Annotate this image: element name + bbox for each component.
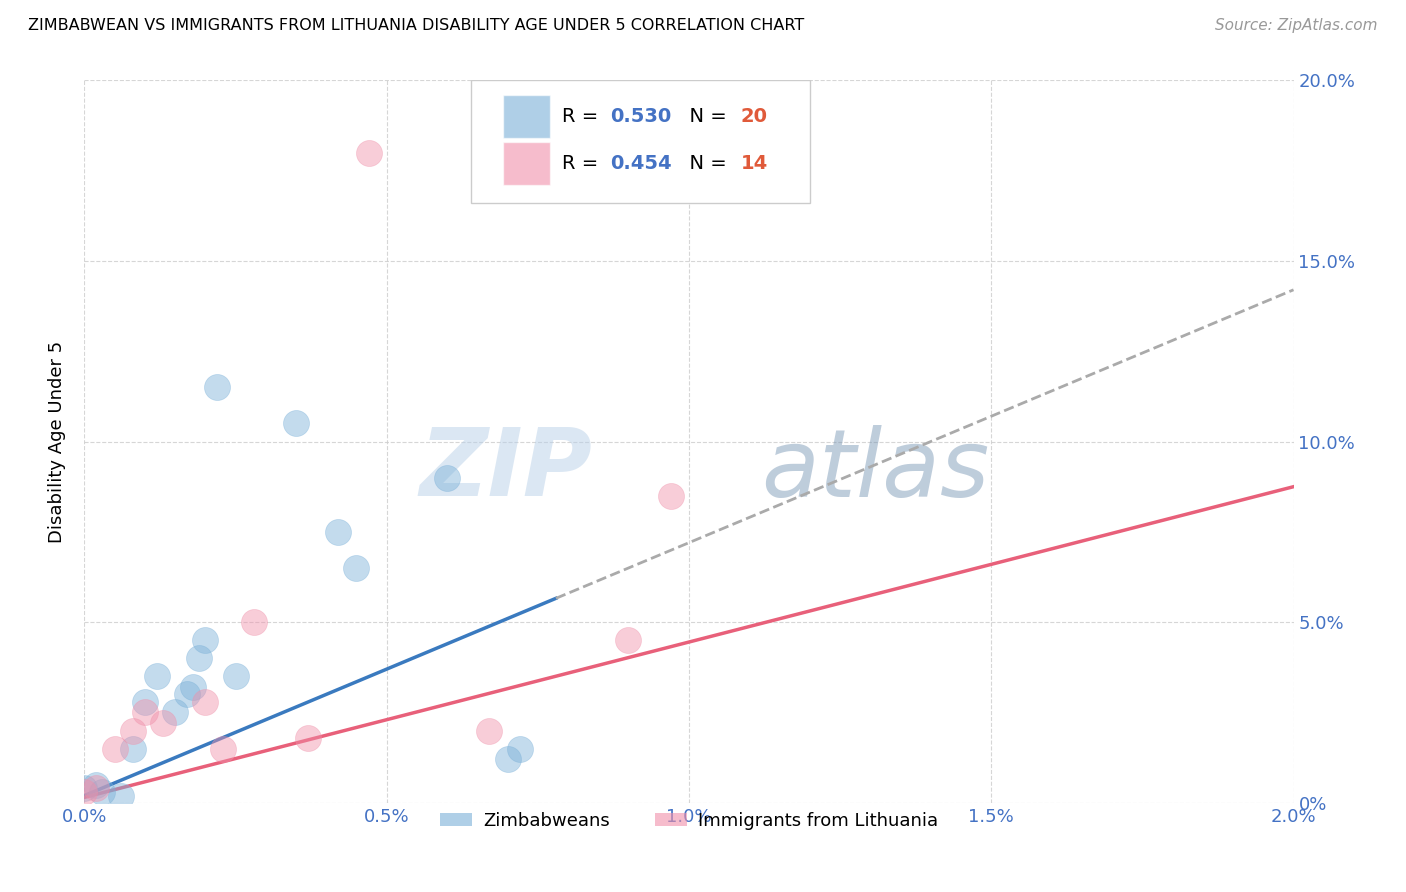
FancyBboxPatch shape xyxy=(471,80,810,203)
Point xyxy=(134,706,156,720)
Point xyxy=(104,741,127,756)
Point xyxy=(284,417,308,431)
Point xyxy=(121,723,143,738)
Text: 0.454: 0.454 xyxy=(610,153,672,173)
Point xyxy=(297,731,319,745)
Text: ZIP: ZIP xyxy=(419,425,592,516)
Text: R =: R = xyxy=(562,107,605,126)
Point xyxy=(225,669,247,683)
Point xyxy=(73,785,96,799)
Point xyxy=(176,687,198,701)
Point xyxy=(509,741,531,756)
FancyBboxPatch shape xyxy=(503,142,550,185)
Point xyxy=(478,723,501,738)
Point xyxy=(146,669,169,683)
Point xyxy=(181,680,204,694)
FancyBboxPatch shape xyxy=(503,95,550,137)
Point xyxy=(328,524,350,539)
Legend: Zimbabweans, Immigrants from Lithuania: Zimbabweans, Immigrants from Lithuania xyxy=(433,805,945,837)
Point xyxy=(346,561,368,575)
Point xyxy=(121,741,143,756)
Point xyxy=(188,651,211,665)
Point xyxy=(659,489,682,503)
Text: R =: R = xyxy=(562,153,605,173)
Point xyxy=(152,716,174,731)
Text: atlas: atlas xyxy=(762,425,990,516)
Point xyxy=(357,145,380,160)
Point xyxy=(134,695,156,709)
Text: 0.530: 0.530 xyxy=(610,107,672,126)
Point xyxy=(617,633,640,648)
Text: ZIMBABWEAN VS IMMIGRANTS FROM LITHUANIA DISABILITY AGE UNDER 5 CORRELATION CHART: ZIMBABWEAN VS IMMIGRANTS FROM LITHUANIA … xyxy=(28,18,804,33)
Point xyxy=(91,785,114,799)
Point xyxy=(86,778,108,792)
Point xyxy=(242,615,264,630)
Text: N =: N = xyxy=(676,153,733,173)
Point xyxy=(194,695,217,709)
Text: Source: ZipAtlas.com: Source: ZipAtlas.com xyxy=(1215,18,1378,33)
Point xyxy=(496,752,519,766)
Point xyxy=(436,471,458,485)
Point xyxy=(207,380,229,394)
Point xyxy=(212,741,235,756)
Text: 20: 20 xyxy=(741,107,768,126)
Y-axis label: Disability Age Under 5: Disability Age Under 5 xyxy=(48,341,66,542)
Point xyxy=(86,781,108,796)
Point xyxy=(110,789,132,803)
Text: N =: N = xyxy=(676,107,733,126)
Text: 14: 14 xyxy=(741,153,768,173)
Point xyxy=(165,706,187,720)
Point xyxy=(194,633,217,648)
Point xyxy=(73,781,96,796)
